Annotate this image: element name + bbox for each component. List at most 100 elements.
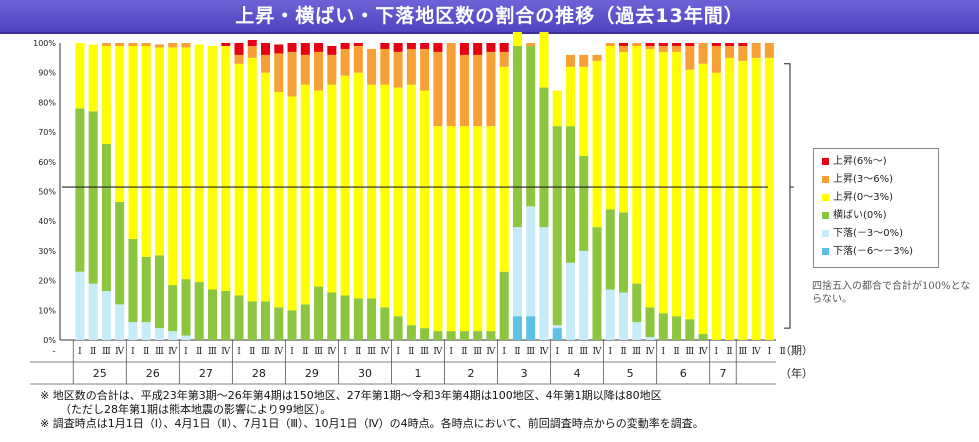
bar-segment bbox=[698, 63, 708, 335]
bar-segment bbox=[486, 126, 496, 332]
bar-segment bbox=[645, 45, 655, 49]
year-label: 29 bbox=[305, 367, 319, 380]
y-tick-label: 90% bbox=[38, 69, 56, 78]
bar-segment bbox=[619, 292, 629, 340]
bar-segment bbox=[314, 90, 324, 287]
bar-segment bbox=[168, 331, 178, 340]
legend-label: 上昇(0～3%) bbox=[833, 192, 894, 203]
bar-segment bbox=[738, 45, 748, 61]
quarter-label: Ⅱ bbox=[196, 347, 202, 357]
bar-segment bbox=[274, 53, 284, 92]
quarter-label: Ⅲ bbox=[261, 347, 270, 357]
bar-segment bbox=[287, 96, 297, 311]
bar-segment bbox=[221, 291, 231, 340]
bar-segment bbox=[88, 283, 98, 340]
quarter-label: Ⅱ bbox=[143, 347, 149, 357]
bar-segment bbox=[473, 54, 483, 127]
bar-segment bbox=[751, 43, 761, 58]
bar-segment bbox=[115, 201, 125, 305]
bar-segment bbox=[605, 289, 615, 340]
bar-segment bbox=[711, 72, 721, 340]
y-tick-label: 10% bbox=[38, 306, 56, 315]
bar-segment bbox=[672, 43, 682, 46]
bar-segment bbox=[539, 32, 549, 88]
bar-segment bbox=[459, 54, 469, 127]
bar-segment bbox=[75, 271, 85, 340]
bar-segment bbox=[353, 72, 363, 299]
bar-segment bbox=[300, 304, 310, 340]
y-tick-label: 70% bbox=[38, 128, 56, 137]
bar-segment bbox=[247, 301, 257, 340]
bar-segment bbox=[380, 43, 390, 49]
quarter-label: Ⅳ bbox=[699, 347, 709, 357]
bar-segment bbox=[380, 84, 390, 308]
bar-segment bbox=[154, 44, 164, 48]
legend-swatch bbox=[822, 193, 829, 201]
legend-swatch bbox=[822, 175, 829, 183]
legend-swatch bbox=[822, 157, 829, 165]
bar-segment bbox=[552, 126, 562, 326]
bar-segment bbox=[632, 43, 642, 46]
title-bar: 上昇・横ばい・下落地区数の割合の推移（過去13年間） bbox=[0, 0, 979, 34]
quarter-label: Ⅳ bbox=[327, 347, 337, 357]
bar-segment bbox=[725, 43, 735, 46]
bar-segment bbox=[327, 292, 337, 340]
bar-segment bbox=[539, 227, 549, 340]
quarter-label: Ⅳ bbox=[646, 347, 656, 357]
bar-segment bbox=[446, 331, 456, 340]
quarter-label: Ⅲ bbox=[739, 347, 748, 357]
footnote-1: ※ 地区数の合計は、平成23年第3期～26年第4期は150地区、27年第1期～令… bbox=[40, 389, 662, 402]
bar-segment bbox=[234, 63, 244, 296]
quarter-label: Ⅳ bbox=[539, 347, 549, 357]
bar-segment bbox=[353, 45, 363, 73]
quarter-label: Ⅳ bbox=[168, 347, 178, 357]
bar-segment bbox=[672, 51, 682, 317]
quarter-label: Ⅲ bbox=[314, 347, 323, 357]
legend-label: 下落(－3～0%) bbox=[833, 228, 904, 239]
quarter-label: Ⅱ bbox=[249, 347, 255, 357]
quarter-label: Ⅱ bbox=[673, 347, 679, 357]
bar-segment bbox=[526, 206, 536, 317]
quarter-label: Ⅲ bbox=[526, 347, 535, 357]
bar-segment bbox=[207, 45, 217, 290]
legend-swatch bbox=[822, 211, 829, 219]
bar-segment bbox=[353, 43, 363, 46]
bar-segment bbox=[300, 84, 310, 305]
bar-segment bbox=[579, 54, 589, 67]
first-tick-label: - bbox=[52, 347, 55, 357]
chart-title: 上昇・横ばい・下落地区数の割合の推移（過去13年間） bbox=[235, 5, 744, 27]
year-label: 7 bbox=[719, 367, 726, 380]
bar-segment bbox=[579, 250, 589, 340]
bar-segment bbox=[314, 51, 324, 91]
quarter-label: Ⅱ bbox=[302, 347, 308, 357]
bar-segment bbox=[565, 126, 575, 263]
quarter-label: Ⅰ bbox=[662, 347, 666, 357]
bar-segment bbox=[632, 283, 642, 323]
bar-segment bbox=[420, 48, 430, 91]
bar-segment bbox=[141, 45, 151, 257]
quarter-label: Ⅱ bbox=[727, 347, 733, 357]
quarter-label: Ⅳ bbox=[433, 347, 443, 357]
bar-segment bbox=[327, 54, 337, 85]
bar-segment bbox=[221, 43, 231, 46]
bar-segment bbox=[234, 295, 244, 340]
bar-segment bbox=[287, 51, 297, 97]
bar-segment bbox=[619, 212, 629, 293]
quarter-label: Ⅲ bbox=[367, 347, 376, 357]
quarter-label: Ⅰ bbox=[78, 347, 82, 357]
quarter-label: Ⅰ bbox=[502, 347, 506, 357]
bar-segment bbox=[128, 43, 138, 46]
bar-segment bbox=[367, 298, 377, 340]
quarter-label: Ⅰ bbox=[131, 347, 135, 357]
bar-segment bbox=[234, 54, 244, 64]
bar-segment bbox=[473, 331, 483, 340]
bar-segment bbox=[274, 92, 284, 308]
bar-segment bbox=[314, 286, 324, 340]
bar-segment bbox=[619, 43, 629, 46]
bar-segment bbox=[247, 57, 257, 302]
bar-segment bbox=[340, 48, 350, 76]
bar-segment bbox=[459, 43, 469, 55]
bar-segment bbox=[473, 126, 483, 332]
bar-segment bbox=[552, 90, 562, 127]
bar-segment bbox=[340, 75, 350, 296]
